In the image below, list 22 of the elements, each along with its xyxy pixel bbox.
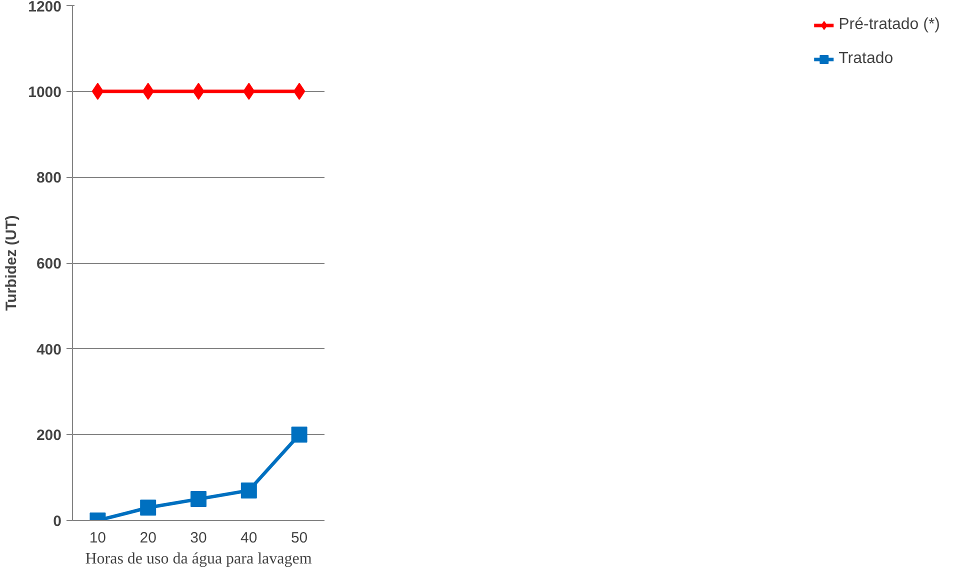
y-tick-label: 200 <box>36 427 62 444</box>
point <box>291 426 308 443</box>
y-tick-label: 1200 <box>28 0 62 16</box>
x-tick-label: 20 <box>140 530 156 546</box>
x-tick-label: 40 <box>240 530 258 546</box>
y-tick-label: 400 <box>36 341 62 358</box>
point <box>190 491 206 508</box>
y-tick-label: 0 <box>53 513 62 530</box>
point <box>293 82 306 100</box>
x-axis-title: Horas de uso da água para lavagem <box>85 550 312 568</box>
point <box>140 500 156 516</box>
y-tick-label: 1000 <box>28 84 62 101</box>
legend-label: Pré-tratado (*) <box>838 16 940 34</box>
y-tick-label: 600 <box>36 256 62 272</box>
x-tick-label: 10 <box>89 530 106 546</box>
y-tick-label: 800 <box>36 170 62 187</box>
point <box>92 82 104 100</box>
x-tick-label: 30 <box>190 530 207 546</box>
legend-label: Tratado <box>838 50 894 68</box>
x-tick-label: 50 <box>290 530 308 546</box>
point <box>240 482 257 498</box>
y-axis-title: Turbidez (UT) <box>3 215 20 311</box>
